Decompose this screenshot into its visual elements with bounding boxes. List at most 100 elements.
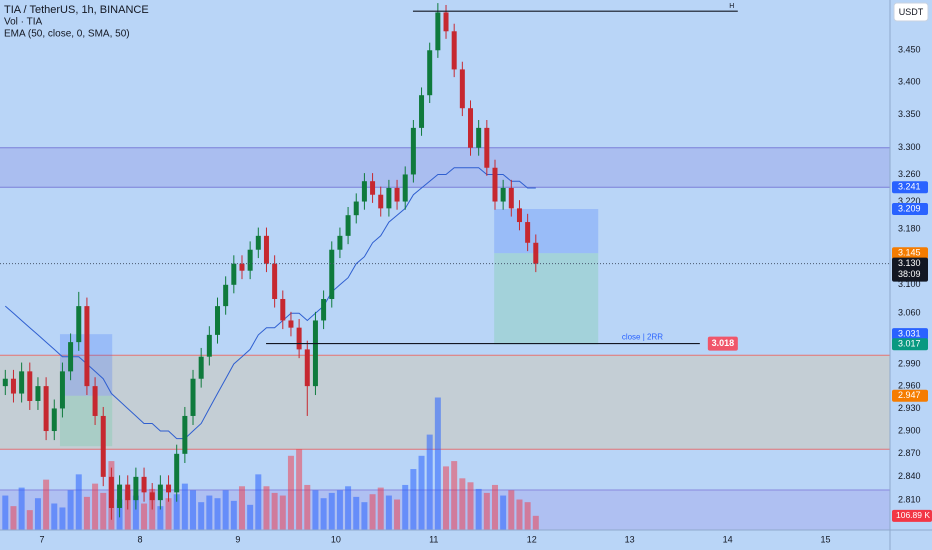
candle-body — [443, 12, 449, 32]
price-badge-box — [892, 203, 928, 216]
volume-bar — [532, 515, 539, 530]
candle-body — [394, 187, 400, 202]
volume-bar — [443, 466, 450, 530]
currency[interactable]: USDT — [899, 7, 924, 17]
volume-bar — [385, 495, 392, 530]
candle-body — [198, 356, 204, 379]
candle-body — [174, 453, 180, 493]
volume-bar — [524, 502, 531, 530]
volume-bar — [434, 397, 441, 530]
volume-bar — [328, 492, 335, 530]
candle-body — [247, 249, 253, 271]
candle-body — [361, 181, 367, 202]
volume-bar — [402, 484, 409, 530]
x-tick-label: 8 — [137, 534, 142, 544]
candle-body — [476, 127, 482, 148]
candle-body — [206, 334, 212, 357]
candle-body — [451, 31, 457, 70]
candle-body — [231, 263, 237, 285]
candle-body — [525, 222, 531, 243]
volume-bar — [67, 490, 74, 530]
candle-body — [166, 484, 172, 493]
price-badge: 2.947 — [898, 390, 921, 400]
volume-bar — [500, 495, 507, 530]
volume-bar — [190, 490, 197, 530]
volume-bar — [296, 449, 303, 530]
volume-bar — [459, 478, 466, 530]
y-tick-label: 3.100 — [898, 279, 921, 289]
volume-bar — [369, 494, 376, 530]
candle-body — [386, 187, 392, 209]
volume-bar — [426, 434, 433, 530]
volume-bar — [353, 496, 360, 530]
candle-body — [215, 306, 221, 335]
volume-bar — [2, 495, 9, 530]
countdown: 38:09 — [898, 269, 921, 279]
candle-body — [35, 386, 41, 401]
volume-bar — [263, 486, 270, 530]
y-tick-label: 2.840 — [898, 471, 921, 481]
volume-bar — [173, 494, 180, 530]
volume-bar — [467, 482, 474, 530]
candle-body — [223, 284, 229, 307]
candle-body — [345, 215, 351, 236]
candle-body — [255, 235, 261, 250]
volume-bar — [51, 503, 58, 530]
volume-bar — [255, 474, 262, 530]
volume-bar — [92, 483, 99, 530]
candle-body — [43, 386, 49, 432]
volume-bar — [34, 498, 41, 530]
volume-bar — [43, 479, 50, 530]
candle-body — [76, 306, 82, 343]
price-badge: 3.031 — [898, 329, 921, 339]
candle-body — [51, 408, 57, 432]
x-tick-label: 13 — [625, 534, 635, 544]
y-tick-label: 3.220 — [898, 196, 921, 206]
candle-body — [329, 249, 335, 299]
candle-body — [337, 235, 343, 250]
volume-bar — [287, 455, 294, 530]
x-tick-label: 11 — [429, 534, 438, 544]
candle-body — [239, 263, 245, 271]
volume-bar — [75, 474, 82, 530]
price-badge-box — [892, 247, 928, 260]
volume-bar — [165, 498, 172, 530]
candle-body — [492, 167, 498, 202]
y-tick-label: 2.810 — [898, 495, 921, 505]
volume-bar — [304, 484, 311, 530]
volume-bar — [394, 499, 401, 530]
candle-body — [117, 484, 123, 508]
price-badge: 3.130 — [898, 258, 921, 268]
volume-bar — [230, 500, 237, 530]
candle-body — [378, 194, 384, 209]
y-tick-label: 3.450 — [898, 45, 921, 55]
y-tick-label: 2.990 — [898, 358, 921, 368]
zone — [0, 147, 890, 188]
zone — [0, 355, 890, 450]
candle-body — [280, 298, 286, 321]
volume-badge-box — [892, 509, 932, 522]
volume-bar — [345, 486, 352, 530]
price-badge: 3.145 — [898, 248, 921, 258]
currency-box[interactable] — [893, 2, 929, 22]
x-tick-label: 7 — [40, 534, 45, 544]
candle-body — [59, 371, 65, 409]
candle-body — [484, 127, 490, 168]
y-tick-label: 2.870 — [898, 448, 921, 458]
price-badge: 3.241 — [898, 182, 921, 192]
level-badge: 3.018 — [712, 338, 735, 348]
volume-bar — [10, 506, 17, 530]
volume-bar — [491, 484, 498, 530]
volume-bar — [132, 495, 139, 530]
volume-bar — [59, 507, 66, 530]
candle-body — [2, 378, 8, 387]
volume-bar — [124, 490, 131, 530]
candle-body — [157, 484, 163, 501]
price-badge: 3.017 — [898, 339, 921, 349]
volume-bar — [157, 506, 164, 530]
subtitle: EMA (50, close, 0, SMA, 50) — [4, 29, 130, 40]
chart-title: TIA / TetherUS, 1h, BINANCE — [4, 4, 149, 16]
candle-body — [321, 298, 327, 321]
